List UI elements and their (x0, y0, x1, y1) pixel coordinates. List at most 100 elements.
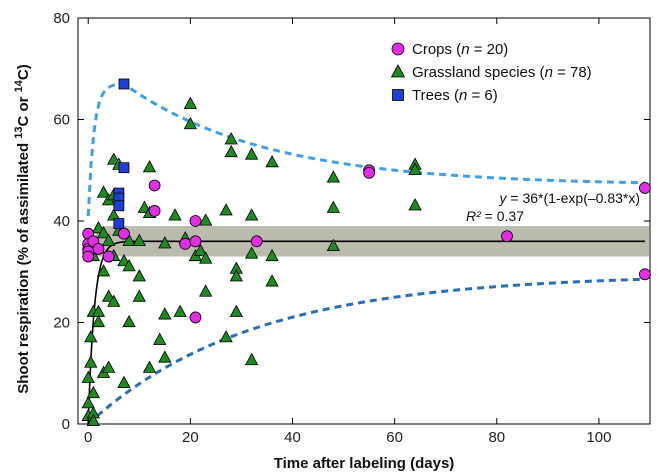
point-grassland (199, 284, 213, 297)
envelope-curves (86, 82, 645, 426)
y-tick-label: 40 (53, 213, 70, 230)
point-grassland (193, 243, 208, 257)
point-grassland (132, 233, 146, 246)
point-grassland (265, 154, 279, 168)
y-tick-label: 60 (53, 112, 70, 129)
point-grassland (142, 160, 157, 173)
point-crops (501, 230, 513, 243)
point-trees (118, 78, 130, 90)
y-axis: 0 20 40 60 80 (53, 10, 650, 433)
point-grassland (224, 132, 238, 145)
point-grassland (326, 238, 341, 251)
point-grassland (153, 332, 167, 345)
point-crops (148, 204, 161, 217)
point-grassland (219, 330, 233, 343)
legend-label-trees: Trees (n = 6) (412, 87, 498, 104)
point-grassland (229, 269, 243, 282)
x-tick-label: 20 (182, 429, 199, 446)
x-tick-label: 80 (488, 429, 505, 446)
point-grassland (168, 208, 182, 221)
point-grassland (96, 264, 111, 277)
point-grassland (265, 248, 279, 262)
x-axis-title: Time after labeling (days) (274, 455, 455, 472)
point-crops (638, 268, 651, 281)
point-grassland (224, 144, 238, 158)
point-grassland (199, 251, 213, 264)
point-grassland (244, 147, 259, 160)
legend-item-trees: Trees (n = 6) (392, 87, 498, 104)
point-grassland (326, 200, 341, 213)
legend-label-crops: Crops (n = 20) (412, 41, 508, 58)
point-grassland (173, 304, 187, 317)
point-trees (113, 218, 125, 229)
point-crops (118, 227, 130, 240)
legend-item-crops: Crops (n = 20) (391, 41, 508, 58)
point-trees (113, 200, 125, 212)
point-crops (638, 182, 651, 194)
point-crops (82, 250, 95, 263)
point-grassland (122, 314, 136, 328)
y-tick-label: 0 (62, 416, 70, 433)
point-grassland (183, 96, 198, 109)
point-grassland (142, 360, 157, 373)
legend-marker-grassland (390, 64, 406, 78)
y-axis-title: Shoot respiration (% of assimilated 13C … (13, 64, 32, 394)
upper-envelope-curve (86, 82, 645, 217)
point-grassland (84, 355, 98, 368)
x-tick-label: 40 (284, 429, 301, 446)
point-grassland (408, 162, 422, 175)
point-grassland (86, 413, 100, 427)
fit-r-squared: R² = 0.37 (466, 208, 524, 224)
legend-item-grassland: Grassland species (n = 78) (390, 64, 592, 81)
point-grassland (219, 203, 233, 216)
fit-equation: y = 36*(1-exp(–0.83*x) (499, 190, 640, 206)
point-crops (148, 179, 161, 192)
point-crops (363, 166, 376, 179)
point-grassland (122, 259, 136, 272)
point-grassland (132, 289, 146, 302)
point-grassland (84, 330, 98, 343)
point-grassland (132, 269, 146, 282)
point-crops (189, 215, 202, 227)
point-grassland (408, 198, 422, 211)
point-crops (92, 243, 105, 255)
point-trees (118, 162, 130, 174)
point-grassland (117, 375, 131, 388)
point-crops (189, 235, 202, 248)
point-grassland (158, 350, 172, 363)
y-tick-label: 80 (53, 10, 70, 27)
data-points (81, 78, 651, 427)
point-crops (250, 235, 263, 248)
point-grassland (199, 213, 213, 226)
point-grassland (81, 396, 95, 409)
point-grassland (86, 385, 100, 399)
x-tick-label: 60 (386, 429, 403, 446)
point-crops (189, 311, 202, 324)
fit-curve (87, 240, 645, 425)
point-grassland (158, 236, 172, 249)
point-grassland (244, 246, 259, 259)
point-grassland (101, 233, 116, 246)
point-grassland (101, 360, 116, 373)
point-grassland (158, 307, 172, 320)
point-grassland (326, 170, 341, 183)
point-grassland (96, 226, 111, 239)
point-grassland (244, 208, 259, 221)
point-grassland (81, 370, 95, 383)
x-tick-label: 100 (586, 429, 611, 446)
point-grassland (265, 274, 279, 287)
x-tick-label: 0 (84, 429, 92, 446)
point-grassland (122, 233, 136, 246)
legend-marker-crops (391, 42, 405, 56)
point-grassland (244, 352, 259, 366)
point-grassland (96, 185, 111, 198)
point-grassland (229, 304, 243, 317)
legend-marker-trees (392, 89, 404, 101)
legend: Crops (n = 20) Grassland species (n = 78… (390, 41, 592, 104)
point-grassland (183, 116, 198, 130)
point-crops (179, 237, 192, 250)
point-crops (102, 250, 115, 263)
fit-line (87, 240, 645, 425)
x-axis: 0 20 40 60 80 100 (84, 18, 611, 446)
